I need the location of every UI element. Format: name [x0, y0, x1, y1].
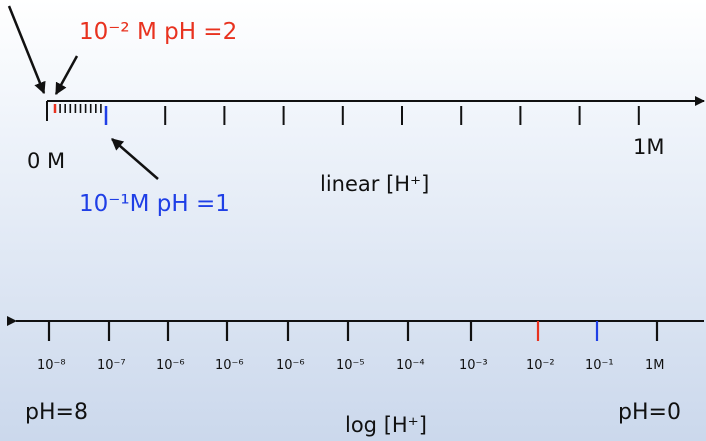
log-axis-title: log [H⁺] — [345, 413, 427, 437]
log-tick-label: 10⁻³ — [459, 358, 488, 373]
log-left-label: pH=8 — [25, 400, 88, 425]
log-tick-label: 10⁻² — [526, 358, 555, 373]
linear-fine-ticks — [59, 104, 102, 113]
log-axis — [6, 316, 704, 341]
log-tick-label: 10⁻⁷ — [97, 358, 126, 373]
log-tick-label: 10⁻⁶ — [276, 358, 305, 373]
log-tick-label: 10⁻⁴ — [396, 358, 425, 373]
linear-start-label: 0 M — [27, 149, 66, 173]
linear-ticks — [46, 101, 640, 125]
log-tick-label: 10⁻⁵ — [336, 358, 365, 373]
pointer-arrow-blue — [111, 138, 159, 180]
log-tick-label: 1M — [645, 358, 665, 373]
log-right-label: pH=0 — [618, 400, 681, 425]
pointer-arrow-red — [54, 55, 79, 96]
annotation-blue: 10⁻¹M pH =1 — [79, 191, 230, 217]
log-tick-label: 10⁻⁶ — [156, 358, 185, 373]
log-tick-label: 10⁻¹ — [585, 358, 614, 373]
linear-axis — [46, 96, 705, 125]
annotation-red: 10⁻² M pH =2 — [79, 19, 237, 45]
log-tick-label: 10⁻⁸ — [37, 358, 66, 373]
annotation-red-text: 10⁻² M pH =2 — [79, 19, 238, 45]
annotation-blue-text: 10⁻¹M pH =1 — [79, 191, 230, 217]
log-tick-label: 10⁻⁶ — [215, 358, 244, 373]
log-ticks — [47, 321, 659, 341]
linear-end-label: 1M — [633, 135, 665, 159]
pointer-arrow-zero — [7, 5, 46, 95]
linear-axis-title: linear [H⁺] — [320, 172, 430, 196]
